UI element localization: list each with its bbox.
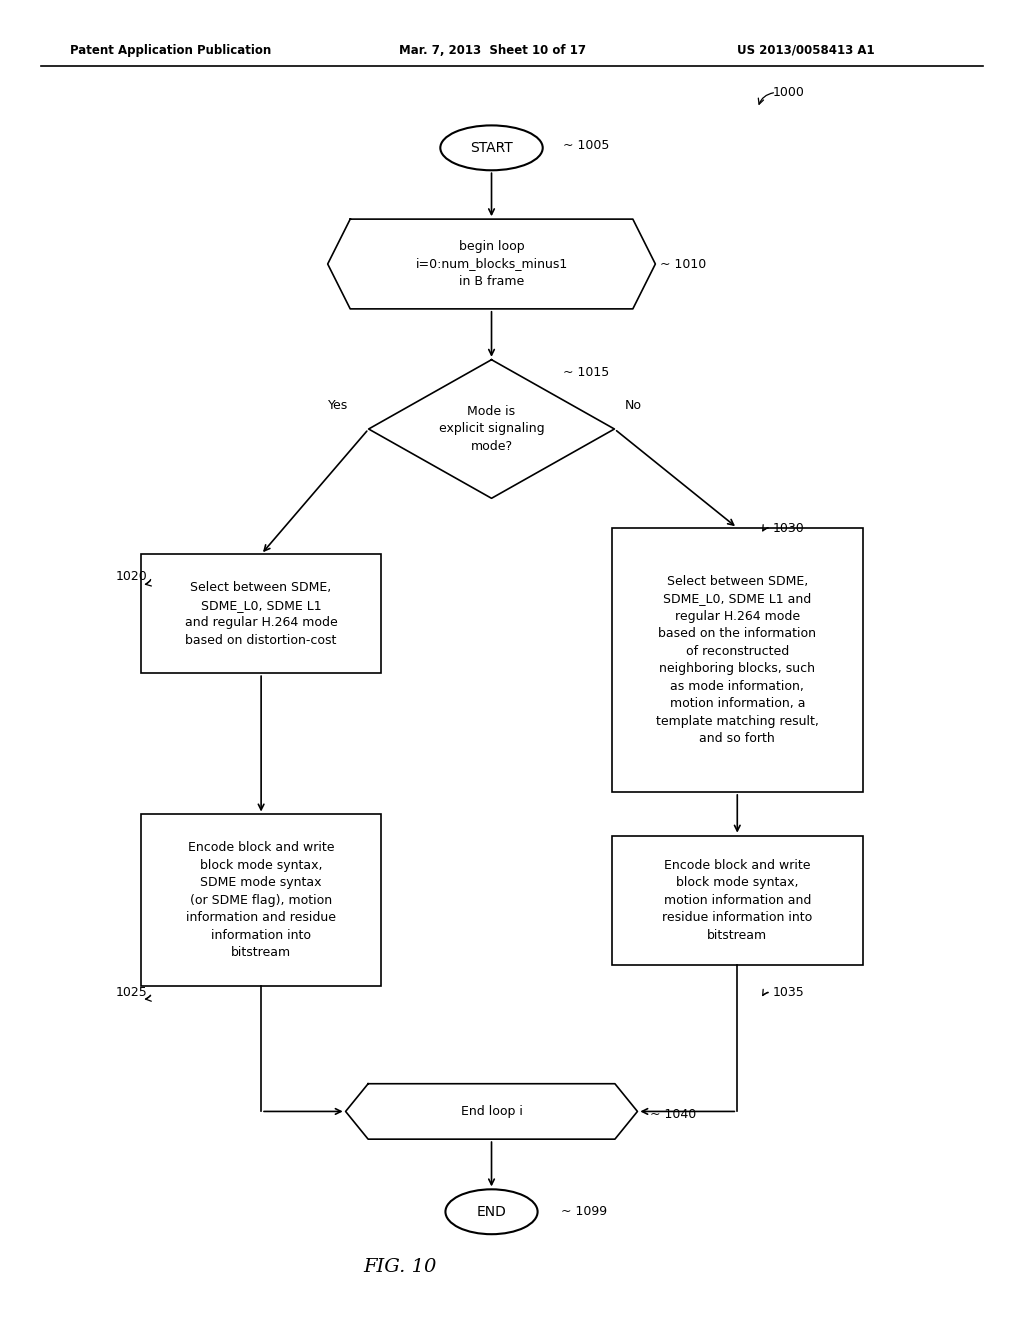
Bar bbox=[611, 528, 862, 792]
Text: 1000: 1000 bbox=[773, 86, 805, 99]
Text: Encode block and write
block mode syntax,
SDME mode syntax
(or SDME flag), motio: Encode block and write block mode syntax… bbox=[186, 841, 336, 960]
Text: ~ 1010: ~ 1010 bbox=[660, 257, 707, 271]
Text: Yes: Yes bbox=[328, 399, 348, 412]
Text: Select between SDME,
SDME_L0, SDME L1
and regular H.264 mode
based on distortion: Select between SDME, SDME_L0, SDME L1 an… bbox=[184, 581, 338, 647]
Text: Patent Application Publication: Patent Application Publication bbox=[70, 44, 271, 57]
Text: Encode block and write
block mode syntax,
motion information and
residue informa: Encode block and write block mode syntax… bbox=[663, 859, 812, 941]
Text: FIG. 10: FIG. 10 bbox=[364, 1258, 437, 1276]
Text: ~ 1099: ~ 1099 bbox=[561, 1205, 607, 1218]
Text: 1035: 1035 bbox=[773, 986, 805, 999]
Text: 1020: 1020 bbox=[116, 570, 147, 583]
Text: ~ 1040: ~ 1040 bbox=[650, 1107, 696, 1121]
Text: No: No bbox=[625, 399, 642, 412]
Text: ~ 1005: ~ 1005 bbox=[563, 139, 609, 152]
Text: Mar. 7, 2013  Sheet 10 of 17: Mar. 7, 2013 Sheet 10 of 17 bbox=[399, 44, 587, 57]
Text: 1030: 1030 bbox=[773, 521, 805, 535]
Bar bbox=[611, 836, 862, 965]
Text: START: START bbox=[470, 141, 513, 154]
Text: US 2013/0058413 A1: US 2013/0058413 A1 bbox=[737, 44, 874, 57]
Bar bbox=[141, 554, 381, 673]
Text: END: END bbox=[476, 1205, 507, 1218]
Text: End loop i: End loop i bbox=[461, 1105, 522, 1118]
Text: Mode is
explicit signaling
mode?: Mode is explicit signaling mode? bbox=[438, 405, 545, 453]
Text: 1025: 1025 bbox=[116, 986, 147, 999]
Text: begin loop
i=0:num_blocks_minus1
in B frame: begin loop i=0:num_blocks_minus1 in B fr… bbox=[416, 240, 567, 288]
Text: Select between SDME,
SDME_L0, SDME L1 and
regular H.264 mode
based on the inform: Select between SDME, SDME_L0, SDME L1 an… bbox=[655, 574, 819, 746]
Bar bbox=[141, 814, 381, 986]
Text: ~ 1015: ~ 1015 bbox=[563, 366, 609, 379]
